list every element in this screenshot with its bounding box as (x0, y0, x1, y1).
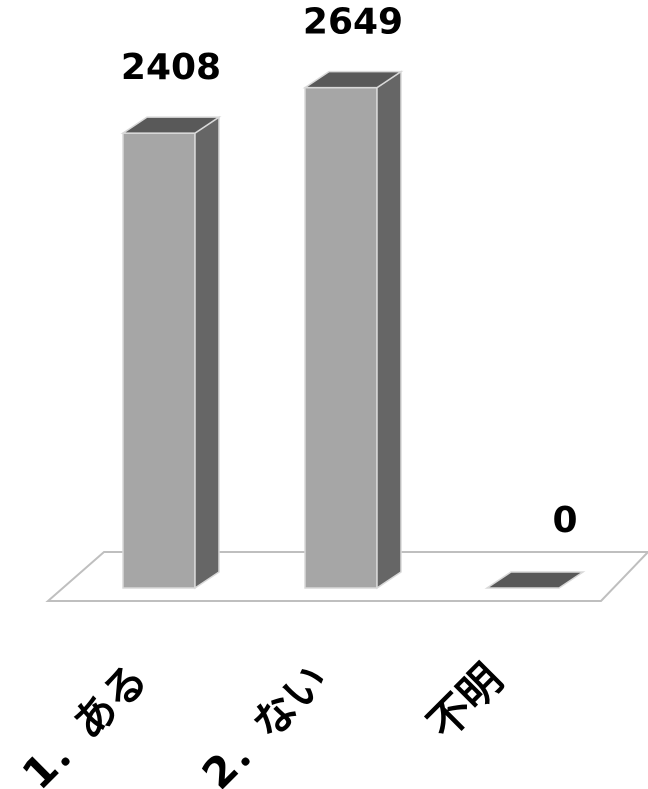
data-label: 0 (552, 500, 577, 541)
bar-front (122, 132, 196, 589)
bar-front (304, 86, 378, 589)
bar-side (194, 115, 220, 590)
value-labels-group: 2408 2649 0 (121, 2, 578, 541)
category-tick-label: 1．ある (13, 654, 157, 789)
bar-side (376, 70, 402, 590)
category-tick-label: 2．ない (193, 654, 337, 789)
bar-zero (484, 571, 586, 589)
bar-top (120, 116, 222, 134)
bar-top (302, 70, 404, 89)
data-label: 2408 (121, 47, 221, 88)
bars-group (120, 70, 586, 590)
category-tick-label: 不明 (418, 654, 512, 748)
data-label: 2649 (303, 2, 403, 43)
category-labels-group: 1．ある 2．ない 不明 (13, 654, 512, 789)
